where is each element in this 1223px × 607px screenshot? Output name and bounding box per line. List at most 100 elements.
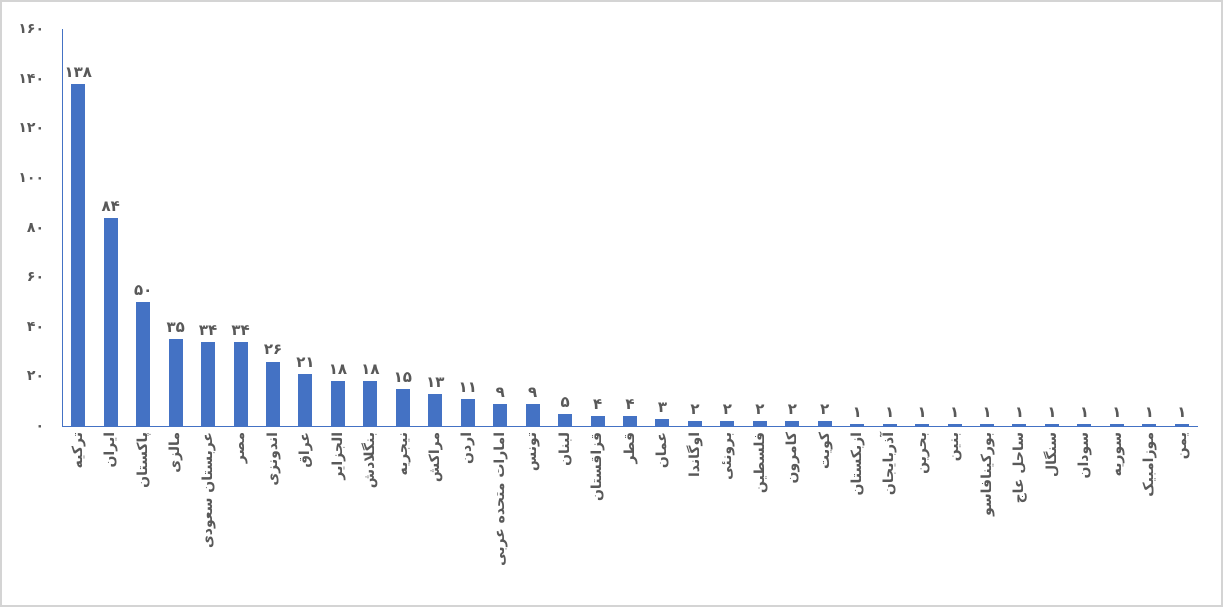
x-axis-label: یمن (1166, 432, 1199, 605)
x-axis-label-text: سنگال (1043, 432, 1060, 478)
x-axis-label-text: بحرین (913, 432, 930, 474)
x-axis-label-text: لبنان (556, 432, 573, 466)
bar (1174, 423, 1189, 426)
x-axis-label-text: فلسطین (751, 432, 768, 494)
x-axis-label: مصر (224, 432, 257, 605)
bar-value-label: ۲ (755, 400, 765, 419)
bar-value-label: ۲۱ (296, 352, 315, 371)
bar-value-label: ۱ (1014, 402, 1025, 421)
bar-value-label: ۱ (982, 402, 992, 421)
x-axis-label-text: کامرون (784, 432, 801, 484)
bar (298, 373, 313, 426)
bar-value-label: ۲ (820, 400, 830, 419)
x-axis-label-text: ازبکستان (848, 432, 865, 496)
bar-value-label: ۴ (592, 395, 603, 414)
bar (785, 421, 800, 426)
x-axis-label-text: یمن (1173, 432, 1190, 460)
x-axis-label-text: قزاقستان (589, 432, 606, 502)
x-axis-label-text: مصر (232, 432, 249, 464)
bar (428, 393, 443, 426)
x-axis-label: عراق (289, 432, 322, 605)
x-axis-label-text: سودان (1076, 432, 1093, 479)
bar (980, 423, 995, 426)
bar-value-label: ۹ (495, 382, 505, 401)
bar (1044, 423, 1059, 426)
bar (1109, 423, 1124, 426)
x-axis-label: بورکینافاسو (971, 432, 1004, 605)
bar (330, 381, 345, 426)
x-axis-label-text: آذربایجان (881, 432, 898, 496)
bar-value-label: ۲ (787, 400, 797, 419)
bar (363, 381, 378, 426)
x-axis-label: کامرون (776, 432, 809, 605)
y-axis-tick-label: ۱۰۰ (18, 169, 44, 186)
x-axis-label: امارات متحده عربی (484, 432, 517, 605)
x-axis-label: لبنان (549, 432, 582, 605)
x-axis-label-text: عراق (297, 432, 314, 468)
bar (882, 423, 897, 426)
bar-value-label: ۱۵ (393, 367, 412, 386)
bar-value-label: ۱۳ (426, 372, 445, 391)
bar (720, 421, 735, 426)
bar (752, 421, 767, 426)
bar (947, 423, 962, 426)
bar-value-label: ۱ (1079, 402, 1089, 421)
bar-value-label: ۱ (1177, 402, 1187, 421)
bar-value-label: ۳۴ (198, 320, 218, 339)
y-axis-tick-label: ۸۰ (26, 219, 44, 236)
x-axis-label: بنین (938, 432, 971, 605)
bar (395, 388, 410, 426)
bar-value-label: ۱ (1144, 402, 1154, 421)
x-axis-label: سوریه (1101, 432, 1134, 605)
x-axis-label-text: ایران (102, 432, 119, 468)
y-axis-tick-label: ۱۲۰ (18, 120, 44, 137)
bar (71, 83, 86, 426)
bar-value-label: ۱ (949, 402, 960, 421)
x-axis-label: مالزی (159, 432, 192, 605)
y-axis-tick-label: ۲۰ (26, 368, 44, 385)
bar (136, 301, 151, 426)
y-axis-line (62, 29, 63, 426)
plot-area: ۱۳۸ ۸۴ ۵۰ ۳۵ ۳۴ ۳۴ ۲۶ ۲۱ ۱۸ ۱۸ ۱۵ ۱۳ ۱۱ ۹ ۹ ۵ ۴ ۴ ۳ ۲ ۲ ۲ ۲ ۲ ۱ ۱… (62, 0, 1198, 426)
bar-value-label: ۱ (1047, 402, 1057, 421)
x-axis-label-text: ترکیه (70, 432, 86, 469)
bar-value-label: ۲ (722, 400, 732, 419)
x-axis-label: اندونزی (257, 432, 290, 605)
x-axis-label-text: تونس (524, 432, 541, 472)
x-axis-label-text: مالزی (167, 432, 184, 473)
bar (1012, 423, 1027, 426)
x-axis-label-text: مراکش (427, 432, 444, 483)
x-axis-label-text: پاکستان (134, 432, 151, 488)
x-axis-label-text: اندونزی (264, 432, 281, 486)
bar (460, 398, 475, 426)
bar-value-label: ۴ (625, 395, 635, 414)
bar-value-label: ۱۳۸ (64, 62, 92, 81)
x-axis-label: تونس (516, 432, 549, 605)
x-axis-label-text: موزامبیک (1141, 432, 1158, 497)
bar (623, 416, 637, 426)
x-axis-label: نیجریه (387, 432, 420, 605)
x-axis-label-text: اوگاندا (686, 432, 703, 478)
x-axis-label-text: نیجریه (394, 432, 411, 476)
x-axis-label: اردن (451, 432, 484, 605)
y-axis-tick-label: ۱۶۰ (18, 21, 44, 37)
bar (525, 403, 540, 426)
x-axis-label: ساحل عاج (1003, 432, 1036, 605)
bar (687, 421, 702, 426)
x-axis-label: ترکیه (62, 432, 95, 605)
bar-value-label: ۱ (885, 402, 895, 421)
x-axis-label: آذربایجان (873, 432, 906, 605)
bar (1077, 423, 1092, 426)
bar-value-label: ۳ (657, 397, 668, 416)
bar-value-label: ۳۵ (166, 318, 185, 337)
x-axis-label-text: بنین (946, 432, 963, 462)
bar-value-label: ۱۸ (328, 360, 348, 379)
x-axis-label: بحرین (906, 432, 939, 605)
x-axis-labels: ترکیه ایران پاکستان مالزی عربستان سعودی مصر ان… (62, 432, 1198, 605)
bar (1142, 423, 1157, 426)
x-axis-label: فلسطین (744, 432, 777, 605)
x-axis-label-text: عربستان سعودی (199, 432, 216, 549)
bar-value-label: ۹ (528, 382, 538, 401)
x-axis-label: اوگاندا (679, 432, 712, 605)
bar (168, 339, 183, 426)
